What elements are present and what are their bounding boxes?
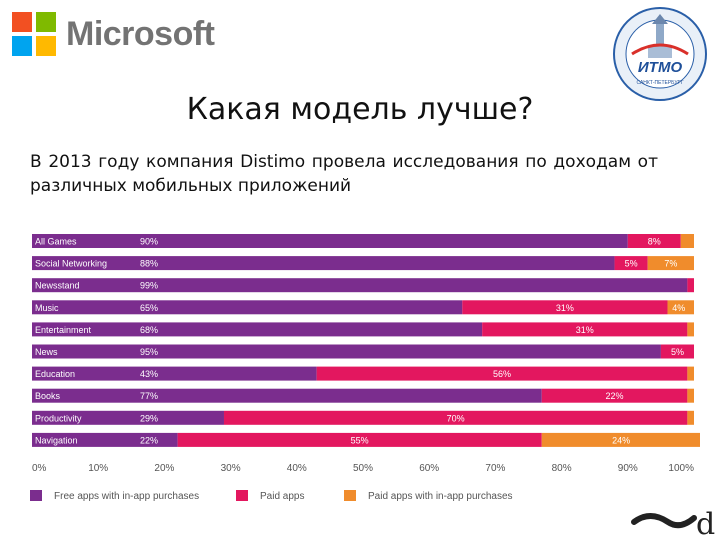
data-label-paid: 70% (447, 413, 465, 423)
category-label: Social Networking (35, 259, 107, 269)
legend-label-inapp: Paid apps with in-app purchases (368, 491, 513, 502)
bar-inapp (687, 366, 694, 381)
bar-inapp (667, 300, 694, 315)
x-tick-label: 50% (353, 463, 373, 474)
bar-inapp (687, 388, 694, 403)
data-label-free: 99% (140, 281, 158, 291)
slide-description: В 2013 году компания Distimo провела исс… (30, 152, 658, 196)
data-label-free: 29% (140, 413, 158, 423)
data-label-inapp: 7% (664, 259, 677, 269)
category-label: Productivity (35, 413, 82, 423)
data-label-free: 88% (140, 259, 158, 269)
brand-name: Microsoft (66, 14, 215, 53)
revenue-model-chart: 90% 8% All Games 88% 5% 7% Social Networking 99… (30, 234, 700, 502)
corner-logo: d (631, 507, 715, 540)
bar-free (32, 300, 463, 315)
microsoft-logo: Microsoft (12, 12, 215, 56)
x-tick-label: 30% (221, 463, 241, 474)
bar-paid (482, 322, 688, 337)
bar-paid (223, 410, 688, 425)
category-label: Music (35, 303, 59, 313)
category-label: All Games (35, 237, 77, 247)
data-label-paid: 5% (671, 347, 684, 357)
slide-title: Какая модель лучше? (186, 92, 534, 127)
bar-paid (660, 344, 694, 359)
bar-free (32, 234, 628, 248)
category-label: Newsstand (35, 281, 80, 291)
x-tick-label: 70% (485, 463, 505, 474)
bar-free (32, 278, 688, 293)
category-label: Navigation (35, 435, 78, 445)
data-label-free: 65% (140, 303, 158, 313)
x-tick-label: 40% (287, 463, 307, 474)
bar-paid (627, 234, 681, 248)
x-tick-label: 0% (32, 463, 47, 474)
bar-free (32, 366, 317, 381)
legend-swatch-inapp (344, 490, 356, 501)
bar-paid (614, 256, 648, 271)
legend-label-paid: Paid apps (260, 491, 304, 502)
bar-inapp (541, 432, 700, 447)
bar-inapp (680, 234, 694, 248)
bar-paid (177, 432, 542, 447)
legend-swatch-free (30, 490, 42, 501)
logo-square-yellow (36, 36, 56, 56)
bar-free (32, 322, 483, 337)
seal-text: ИТМО (638, 59, 683, 76)
logo-square-red (12, 12, 32, 32)
data-label-free: 90% (140, 237, 158, 247)
x-tick-label: 60% (419, 463, 439, 474)
x-tick-label: 10% (88, 463, 108, 474)
svg-text:d: d (696, 507, 715, 540)
bar-inapp (647, 256, 694, 271)
logo-square-green (36, 12, 56, 32)
data-label-paid: 5% (625, 259, 638, 269)
logo-square-blue (12, 36, 32, 56)
data-label-paid: 8% (648, 237, 661, 247)
bar-free (32, 410, 224, 425)
itmo-seal-logo: ИТМО САНКТ-ПЕТЕРБУРГ (613, 7, 707, 101)
bar-free (32, 388, 542, 403)
bar-paid (687, 278, 694, 293)
category-label: Education (35, 369, 75, 379)
data-label-free: 68% (140, 325, 158, 335)
bar-paid (541, 388, 688, 403)
bar-free (32, 432, 178, 447)
data-label-paid: 55% (351, 435, 369, 445)
data-label-paid: 22% (606, 391, 624, 401)
category-label: Books (35, 391, 61, 401)
bar-paid (462, 300, 668, 315)
data-label-paid: 31% (576, 325, 594, 335)
x-tick-label: 100% (668, 463, 694, 474)
bar-free (32, 256, 615, 271)
data-label-inapp: 4% (672, 303, 685, 313)
bar-inapp (687, 410, 694, 425)
bar-inapp (687, 322, 694, 337)
x-tick-label: 90% (618, 463, 638, 474)
seal-subtitle: САНКТ-ПЕТЕРБУРГ (636, 80, 683, 86)
data-label-free: 43% (140, 369, 158, 379)
x-tick-label: 80% (552, 463, 572, 474)
data-label-free: 95% (140, 347, 158, 357)
data-label-paid: 56% (493, 369, 511, 379)
legend-swatch-paid (236, 490, 248, 501)
data-label-inapp: 24% (612, 435, 630, 445)
data-label-free: 22% (140, 435, 158, 445)
category-label: News (35, 347, 58, 357)
bar-free (32, 344, 661, 359)
data-label-free: 77% (140, 391, 158, 401)
x-tick-label: 20% (154, 463, 174, 474)
data-label-paid: 31% (556, 303, 574, 313)
legend-label-free: Free apps with in-app purchases (54, 491, 199, 502)
bar-paid (316, 366, 688, 381)
category-label: Entertainment (35, 325, 92, 335)
microsoft-logo-icon (12, 12, 56, 56)
